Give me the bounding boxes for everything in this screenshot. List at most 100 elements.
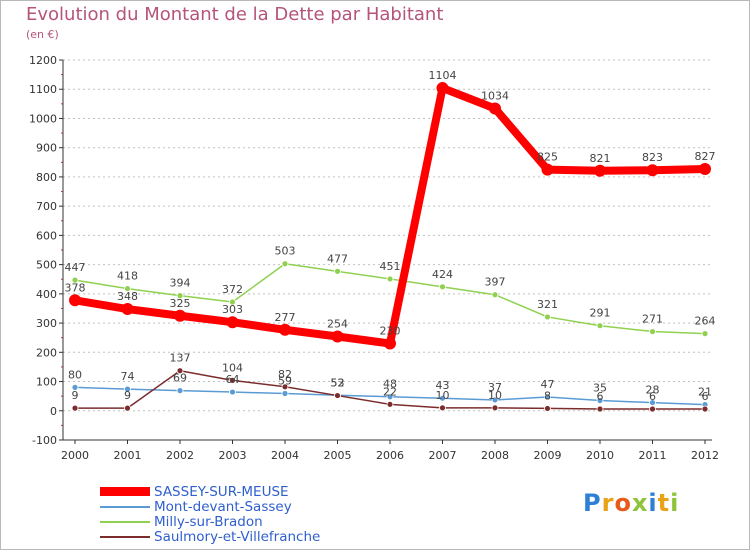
- data-label: 37: [488, 381, 502, 394]
- legend-label: Mont-devant-Sassey: [154, 498, 292, 515]
- x-tick-label: 2008: [481, 449, 509, 462]
- data-point: [281, 260, 289, 268]
- data-point: [71, 404, 79, 412]
- data-label: 137: [170, 352, 191, 365]
- data-label: 477: [327, 252, 348, 265]
- data-label: 1104: [429, 69, 457, 82]
- x-tick-label: 2002: [166, 449, 194, 462]
- data-label: 47: [541, 378, 555, 391]
- data-point: [229, 298, 236, 306]
- data-point: [69, 294, 81, 307]
- y-tick-label: 1100: [29, 83, 57, 96]
- data-point: [176, 387, 184, 395]
- data-point: [384, 337, 396, 350]
- data-point: [71, 383, 79, 391]
- data-point: [176, 367, 184, 375]
- y-tick-label: -100: [32, 434, 57, 447]
- data-point: [334, 267, 341, 275]
- data-point: [439, 404, 446, 412]
- chart-title: Evolution du Montant de la Dette par Hab…: [26, 4, 444, 25]
- data-point: [279, 323, 291, 336]
- data-point: [491, 404, 499, 412]
- legend-swatch: [100, 535, 150, 538]
- x-tick-label: 2007: [429, 449, 457, 462]
- data-point: [174, 309, 186, 322]
- data-label: 74: [121, 370, 135, 383]
- data-label: 28: [646, 384, 660, 397]
- legend-label: SASSEY-SUR-MEUSE: [154, 483, 289, 500]
- y-tick-label: 800: [36, 171, 57, 184]
- data-point: [596, 397, 604, 404]
- data-point: [491, 396, 499, 404]
- proxiti-logo: Proxiti: [583, 489, 680, 517]
- x-tick-label: 2000: [61, 449, 89, 462]
- data-point: [331, 330, 344, 343]
- data-point: [544, 393, 551, 401]
- x-tick-label: 2010: [586, 449, 614, 462]
- y-tick-label: 700: [36, 200, 57, 213]
- data-label: 372: [222, 283, 243, 296]
- data-label: 394: [170, 277, 191, 290]
- data-label: 451: [380, 260, 401, 273]
- data-point: [701, 405, 709, 413]
- data-label: 6: [597, 390, 604, 403]
- data-label: 418: [117, 270, 138, 283]
- data-label: 291: [590, 307, 611, 320]
- y-tick-label: 200: [36, 346, 57, 359]
- data-point: [439, 283, 446, 291]
- data-point: [121, 303, 134, 316]
- data-point: [436, 82, 449, 95]
- data-point: [226, 316, 239, 329]
- data-label: 80: [68, 368, 82, 381]
- data-label: 821: [590, 152, 611, 165]
- legend-item: Mont-devant-Sassey: [100, 498, 320, 515]
- data-label: 447: [65, 261, 86, 274]
- x-tick-label: 2011: [639, 449, 667, 462]
- data-label: 22: [383, 385, 397, 398]
- y-tick-label: 1000: [29, 112, 57, 125]
- y-tick-label: 300: [36, 317, 57, 330]
- data-label: 348: [117, 290, 138, 303]
- data-point: [124, 404, 131, 412]
- data-label: 104: [222, 361, 243, 374]
- data-point: [649, 328, 656, 335]
- data-label: 6: [649, 390, 656, 403]
- data-label: 823: [642, 151, 663, 164]
- legend-label: Saulmory-et-Villefranche: [154, 528, 321, 545]
- x-tick-label: 2003: [219, 449, 247, 462]
- data-label: 503: [275, 245, 296, 258]
- data-point: [491, 291, 499, 299]
- data-label: 1034: [481, 90, 509, 103]
- data-label: 43: [436, 379, 450, 392]
- data-point: [439, 394, 446, 402]
- data-label: 254: [327, 318, 348, 331]
- y-tick-label: 900: [36, 142, 57, 155]
- data-label: 59: [278, 375, 292, 388]
- data-point: [229, 376, 236, 384]
- data-point: [124, 285, 131, 292]
- data-point: [541, 163, 554, 176]
- data-label: 48: [383, 378, 397, 391]
- data-label: 277: [275, 311, 296, 324]
- y-tick-label: 100: [36, 376, 57, 389]
- data-point: [71, 276, 79, 284]
- data-point: [489, 102, 501, 115]
- data-label: 52: [331, 377, 345, 390]
- chart-subtitle: (en €): [26, 28, 59, 41]
- data-label: 825: [537, 151, 558, 164]
- data-label: 64: [226, 373, 240, 386]
- data-label: 827: [695, 150, 716, 163]
- data-label: 9: [72, 389, 79, 402]
- data-point: [649, 405, 656, 413]
- data-point: [386, 393, 394, 401]
- data-label: 321: [537, 298, 558, 311]
- chart-legend: SASSEY-SUR-MEUSE Mont-devant-Sassey Milly-…: [100, 483, 321, 545]
- legend-item: Saulmory-et-Villefranche: [100, 528, 321, 545]
- data-point: [281, 383, 289, 391]
- data-label: 6: [702, 390, 709, 403]
- data-point: [649, 399, 656, 406]
- data-label: 271: [642, 313, 663, 326]
- data-label: 230: [380, 325, 401, 338]
